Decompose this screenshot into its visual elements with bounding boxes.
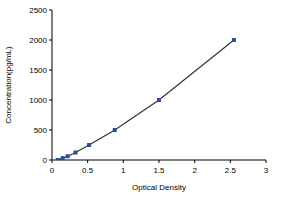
x-tick-label: 1: [121, 166, 126, 175]
x-axis-label: Optical Density: [132, 183, 186, 192]
y-tick: [49, 130, 52, 131]
x-tick-label: 1.5: [153, 166, 165, 175]
y-tick-label: 1500: [29, 66, 47, 75]
point: [74, 151, 78, 155]
point: [157, 98, 161, 102]
point: [61, 156, 65, 160]
y-tick: [49, 40, 52, 41]
x-tick-label: 3: [264, 166, 269, 175]
point: [232, 38, 236, 42]
x-tick-label: 2: [192, 166, 197, 175]
y-tick-label: 2000: [29, 36, 47, 45]
y-tick: [49, 160, 52, 161]
y-tick: [49, 100, 52, 101]
x-tick: [194, 160, 195, 163]
x-tick-label: 0.5: [82, 166, 94, 175]
point: [56, 158, 60, 160]
y-tick-label: 0: [43, 156, 48, 165]
x-tick-label: 2.5: [225, 166, 237, 175]
point: [113, 128, 117, 132]
curve: [58, 40, 234, 160]
plot-area: [56, 38, 236, 160]
x-tick-label: 0: [50, 166, 55, 175]
x-tick: [230, 160, 231, 163]
x-tick: [266, 160, 267, 163]
y-axis-label: Concentration(pg/mL): [4, 46, 13, 124]
y-tick-label: 1000: [29, 96, 47, 105]
x-tick: [87, 160, 88, 163]
y-tick-label: 2500: [29, 6, 47, 15]
y-tick-label: 500: [34, 126, 48, 135]
point: [87, 143, 91, 147]
x-tick: [159, 160, 160, 163]
point: [66, 154, 70, 158]
y-axis: [52, 10, 53, 160]
y-tick: [49, 70, 52, 71]
y-tick: [49, 10, 52, 11]
x-tick: [123, 160, 124, 163]
chart: 0 0.5 1 1.5 2 2.5 3 0 500 1000 1500 2000 2500 Optical…: [0, 0, 300, 200]
